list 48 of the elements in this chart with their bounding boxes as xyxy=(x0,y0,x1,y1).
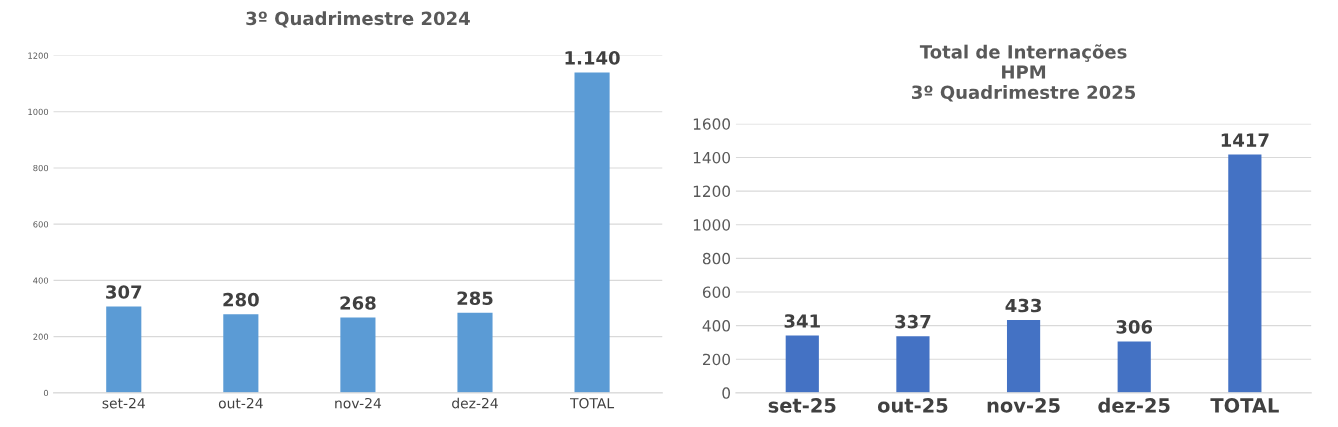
x-tick-label: out-25 xyxy=(877,398,948,413)
x-tick-label: set-24 xyxy=(102,397,145,409)
y-tick-label: 600 xyxy=(702,286,731,298)
bar xyxy=(457,312,493,393)
data-label: 1417 xyxy=(1221,133,1269,147)
data-label: 306 xyxy=(1116,320,1153,334)
y-tick-label: 800 xyxy=(33,164,49,172)
x-tick-label: TOTAL xyxy=(569,397,615,409)
y-tick-label: 0 xyxy=(722,387,731,399)
y-tick-label: 1400 xyxy=(693,151,731,164)
x-tick-label: out-24 xyxy=(218,397,263,409)
bar xyxy=(785,335,819,393)
y-tick-label: 200 xyxy=(703,353,731,366)
data-label: 433 xyxy=(1005,298,1041,313)
y-tick-label: 1000 xyxy=(693,219,731,231)
data-label: 1.140 xyxy=(565,51,620,65)
chart-title: 3º Quadrimestre 2024 xyxy=(246,11,470,28)
y-tick-label: 400 xyxy=(702,320,731,332)
y-tick-label: 1200 xyxy=(693,185,731,198)
bar xyxy=(340,317,376,393)
x-tick-label: nov-25 xyxy=(987,398,1060,413)
bar xyxy=(896,336,930,393)
bar xyxy=(1228,154,1262,393)
data-label: 337 xyxy=(895,314,931,329)
data-label: 307 xyxy=(106,285,142,299)
bar xyxy=(106,306,142,393)
x-tick-label: TOTAL xyxy=(1210,398,1279,413)
bar xyxy=(1006,320,1041,393)
y-tick-label: 1000 xyxy=(28,108,49,116)
y-tick-label: 800 xyxy=(702,252,731,265)
y-tick-label: 400 xyxy=(33,277,49,284)
data-label: 285 xyxy=(457,291,493,306)
x-tick-label: nov-24 xyxy=(335,397,382,409)
bar xyxy=(223,314,259,393)
x-tick-label: dez-24 xyxy=(452,397,498,409)
bar xyxy=(1117,341,1151,393)
x-tick-label: set-25 xyxy=(768,398,836,413)
y-tick-label: 0 xyxy=(43,389,49,397)
x-tick-label: dez-25 xyxy=(1098,397,1170,413)
bar xyxy=(574,72,610,393)
y-tick-label: 600 xyxy=(33,221,49,228)
data-label: 341 xyxy=(784,314,820,328)
data-label: 280 xyxy=(223,292,259,307)
chart-title: Total de Internações HPM 3º Quadrimestre 2025 xyxy=(912,44,1136,102)
y-tick-label: 1200 xyxy=(28,52,49,59)
data-label: 268 xyxy=(340,296,376,310)
y-tick-label: 1600 xyxy=(693,118,731,130)
y-tick-label: 200 xyxy=(33,333,49,340)
